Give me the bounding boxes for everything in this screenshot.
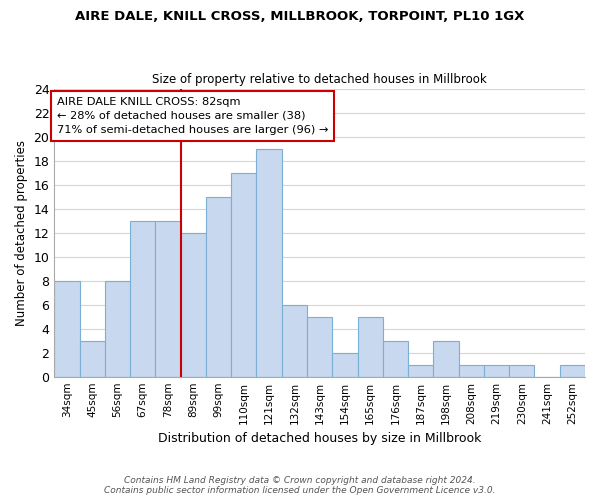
Text: AIRE DALE, KNILL CROSS, MILLBROOK, TORPOINT, PL10 1GX: AIRE DALE, KNILL CROSS, MILLBROOK, TORPO… xyxy=(76,10,524,23)
Bar xyxy=(408,364,433,376)
Bar xyxy=(484,364,509,376)
Title: Size of property relative to detached houses in Millbrook: Size of property relative to detached ho… xyxy=(152,73,487,86)
Bar xyxy=(155,220,181,376)
Bar xyxy=(54,280,80,376)
Bar xyxy=(383,340,408,376)
X-axis label: Distribution of detached houses by size in Millbrook: Distribution of detached houses by size … xyxy=(158,432,481,445)
Bar xyxy=(256,148,282,376)
Text: Contains HM Land Registry data © Crown copyright and database right 2024.
Contai: Contains HM Land Registry data © Crown c… xyxy=(104,476,496,495)
Bar xyxy=(358,316,383,376)
Text: AIRE DALE KNILL CROSS: 82sqm
← 28% of detached houses are smaller (38)
71% of se: AIRE DALE KNILL CROSS: 82sqm ← 28% of de… xyxy=(57,97,328,135)
Bar xyxy=(332,352,358,376)
Bar xyxy=(130,220,155,376)
Bar xyxy=(307,316,332,376)
Bar xyxy=(509,364,535,376)
Bar xyxy=(560,364,585,376)
Bar xyxy=(80,340,105,376)
Bar xyxy=(181,232,206,376)
Bar xyxy=(433,340,458,376)
Bar xyxy=(458,364,484,376)
Bar xyxy=(231,172,256,376)
Bar xyxy=(206,196,231,376)
Bar xyxy=(105,280,130,376)
Bar xyxy=(282,304,307,376)
Y-axis label: Number of detached properties: Number of detached properties xyxy=(15,140,28,326)
